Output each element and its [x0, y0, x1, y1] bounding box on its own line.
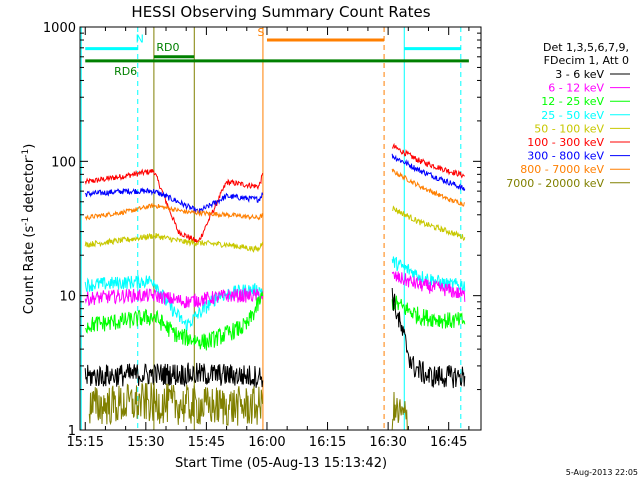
- legend-label-800-7000-kev: 800 - 7000 keV: [520, 163, 604, 176]
- series-12-25-kev-seg-2: [391, 295, 466, 329]
- flag-label-n: N: [136, 33, 144, 46]
- legend-label-3-6-kev: 3 - 6 keV: [555, 68, 604, 81]
- flag-label-s: S: [257, 26, 264, 39]
- y-label-superscript1: -1: [21, 217, 31, 226]
- legend-label-300-800-kev: 300 - 800 keV: [527, 150, 604, 163]
- series-12-25-kev-seg-1: [85, 291, 264, 351]
- series-50-100-kev-seg-1: [84, 232, 264, 253]
- y-tick-label-1: 1: [68, 424, 76, 439]
- series-800-7000-kev-seg-1: [84, 202, 264, 221]
- y-tick-label-10: 10: [59, 290, 76, 305]
- legend: Det 1,3,5,6,7,9,FDecim 1, Att 03 - 6 keV…: [506, 41, 630, 190]
- legend-label-6-12-kev: 6 - 12 keV: [548, 82, 604, 95]
- y-label-part2: detector: [22, 157, 37, 217]
- legend-header-2: FDecim 1, Att 0: [544, 54, 629, 67]
- series-300-800-kev-seg-2: [391, 153, 466, 191]
- series-300-800-kev-seg-1: [84, 187, 264, 214]
- series-100-300-kev-seg-1: [84, 168, 264, 245]
- x-tick-label-16-45: 16:45: [430, 435, 467, 450]
- series-7000-20000-kev-seg-2: [391, 391, 408, 430]
- legend-label-25-50-kev: 25 - 50 keV: [541, 109, 604, 122]
- legend-label-12-25-kev: 12 - 25 keV: [541, 95, 604, 108]
- legend-label-50-100-kev: 50 - 100 keV: [534, 122, 604, 135]
- y-label-part1: Count Rate (s: [22, 226, 37, 315]
- x-tick-label-15-30: 15:30: [127, 435, 164, 450]
- chart-title: HESSI Observing Summary Count Rates: [131, 3, 430, 21]
- series-7000-20000-kev-seg-1: [88, 382, 263, 426]
- series-800-7000-kev-seg-2: [391, 168, 466, 207]
- series-3-6-kev-seg-2: [391, 287, 466, 389]
- series-6-12-kev-seg-2: [391, 271, 466, 302]
- x-tick-label-15-45: 15:45: [188, 435, 225, 450]
- plot-area: N S RD0 RD6: [80, 26, 469, 430]
- plot-frame: [79, 26, 482, 431]
- y-tick-label-100: 100: [51, 155, 76, 170]
- y-tick-label-1000: 1000: [43, 21, 76, 36]
- flag-label-rd6: RD6: [114, 65, 137, 78]
- x-tick-label-15-15: 15:15: [67, 435, 104, 450]
- x-tick-label-16-30: 16:30: [369, 435, 406, 450]
- series-6-12-kev-seg-1: [84, 288, 264, 309]
- x-tick-label-16-00: 16:00: [248, 435, 285, 450]
- flag-label-rd0: RD0: [156, 41, 179, 54]
- x-axis: 15:15 15:30 15:45 16:00 16:15 16:30 16:45: [67, 27, 470, 450]
- y-axis-label: Count Rate (s-1 detector-1): [21, 144, 37, 315]
- timestamp: 5-Aug-2013 22:05: [566, 468, 638, 477]
- y-label-superscript2: -1: [21, 149, 31, 158]
- y-axis: 1 10 100 1000: [43, 21, 481, 439]
- series-50-100-kev-seg-2: [392, 205, 466, 241]
- legend-header-1: Det 1,3,5,6,7,9,: [543, 41, 629, 54]
- series-100-300-kev-seg-2: [391, 142, 465, 179]
- legend-label-7000-20000-kev: 7000 - 20000 keV: [506, 177, 604, 190]
- x-tick-label-16-15: 16:15: [309, 435, 346, 450]
- x-axis-label: Start Time (05-Aug-13 15:13:42): [175, 456, 387, 471]
- legend-label-100-300-kev: 100 - 300 keV: [527, 136, 604, 149]
- y-label-part3: ): [22, 144, 37, 149]
- series-3-6-kev-seg-1: [84, 362, 264, 388]
